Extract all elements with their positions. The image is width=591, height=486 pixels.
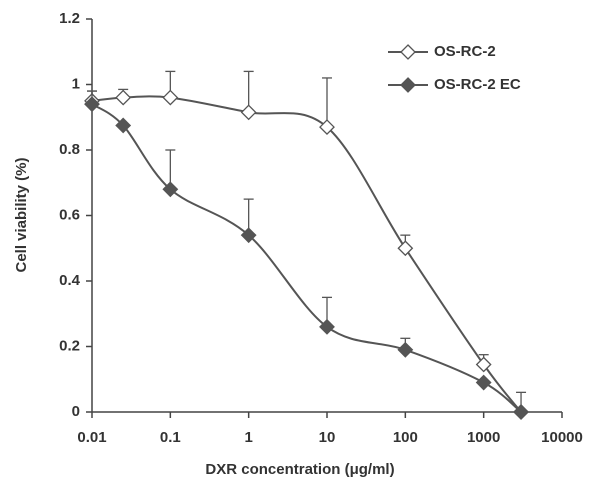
marker xyxy=(475,374,492,391)
marker xyxy=(240,227,257,244)
legend-marker xyxy=(400,77,416,93)
marker xyxy=(115,89,132,106)
legend-label: OS-RC-2 EC xyxy=(434,76,521,93)
x-tick-label: 10 xyxy=(319,429,336,446)
series-line xyxy=(91,103,522,413)
marker xyxy=(240,104,257,121)
y-tick-label: 0.2 xyxy=(59,337,80,354)
y-tick-label: 0.6 xyxy=(59,206,80,223)
legend-marker xyxy=(400,44,416,60)
marker xyxy=(397,341,414,358)
y-tick-label: 1.2 xyxy=(59,10,80,27)
y-tick-label: 1 xyxy=(72,75,80,92)
x-tick-label: 1 xyxy=(244,429,252,446)
y-axis-label: Cell viability (%) xyxy=(13,157,30,272)
marker xyxy=(319,119,335,135)
x-tick-label: 100 xyxy=(393,429,418,446)
marker xyxy=(397,240,414,257)
x-axis-label: DXR concentration (μg/ml) xyxy=(205,461,394,478)
x-tick-label: 10000 xyxy=(541,429,583,446)
marker xyxy=(84,96,100,113)
y-tick-label: 0.4 xyxy=(59,272,81,289)
x-tick-label: 1000 xyxy=(467,429,500,446)
marker xyxy=(319,318,335,335)
legend-label: OS-RC-2 xyxy=(434,43,496,60)
x-tick-label: 0.1 xyxy=(160,429,181,446)
marker xyxy=(162,89,179,106)
series-line xyxy=(91,95,522,413)
y-tick-label: 0.8 xyxy=(59,141,80,158)
x-tick-label: 0.01 xyxy=(77,429,106,446)
marker xyxy=(162,181,179,198)
y-tick-label: 0 xyxy=(72,403,80,420)
marker xyxy=(475,356,492,373)
marker xyxy=(115,117,132,134)
marker xyxy=(513,404,529,420)
